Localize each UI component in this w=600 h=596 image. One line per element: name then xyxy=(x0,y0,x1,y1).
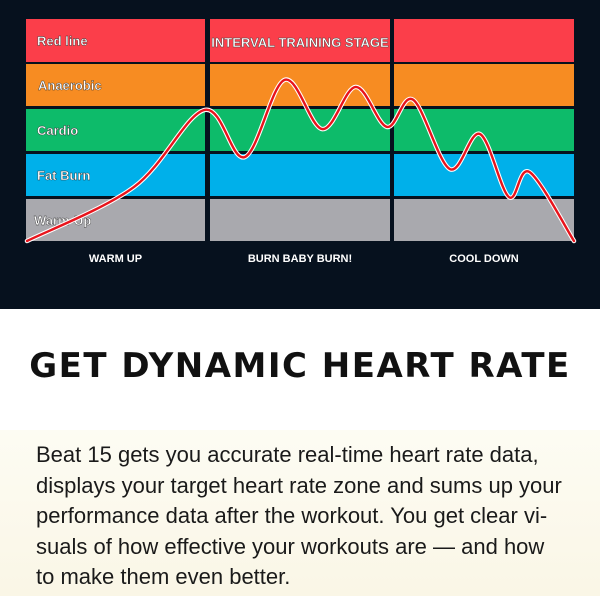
zone-label: Fat Burn xyxy=(37,168,91,183)
zone-band-warm-up xyxy=(26,199,205,241)
heart-rate-zone-graphic: Warm-Up Fat Burn Cardio Anaerobic Red line IN… xyxy=(0,0,600,309)
phase-label: COOL DOWN xyxy=(449,253,519,265)
description-paragraph: Beat 15 gets you accurate real-time hear… xyxy=(36,440,562,593)
page-heading: GET DYNAMIC HEART RATE xyxy=(29,346,571,386)
zone-label: Anaerobic xyxy=(38,78,102,93)
zone-band-warm-up xyxy=(210,199,390,241)
zone-band-anaerobic xyxy=(210,64,390,106)
phase-label: WARM UP xyxy=(89,253,142,265)
phase-label: BURN BABY BURN! xyxy=(248,253,352,265)
zone-band-red-line xyxy=(210,19,390,62)
zone-label: Cardio xyxy=(37,123,78,138)
zone-band-cardio xyxy=(26,109,205,151)
text-background xyxy=(0,430,600,596)
zone-band-fat-burn xyxy=(210,154,390,196)
stage-title: INTERVAL TRAINING STAGE xyxy=(211,35,389,50)
zone-band-fat-burn xyxy=(394,154,574,196)
paragraph-line: to make them even better. xyxy=(36,564,291,589)
paragraph-line: suals of how effective your workouts are… xyxy=(36,533,545,559)
paragraph-line: performance data after the workout. You … xyxy=(36,503,548,528)
zone-band-red-line xyxy=(394,19,574,62)
zone-label: Red line xyxy=(37,34,88,49)
zone-band-anaerobic xyxy=(26,64,205,106)
paragraph-line: displays your target heart rate zone and… xyxy=(36,472,562,498)
zone-band-anaerobic xyxy=(394,64,574,106)
zone-band-fat-burn xyxy=(26,154,205,196)
heart-rate-line xyxy=(25,78,576,243)
zone-band-warm-up xyxy=(394,199,574,241)
zone-band-cardio xyxy=(210,109,390,151)
paragraph-line: Beat 15 gets you accurate real-time hear… xyxy=(36,442,539,467)
zone-band-red-line xyxy=(26,19,205,62)
